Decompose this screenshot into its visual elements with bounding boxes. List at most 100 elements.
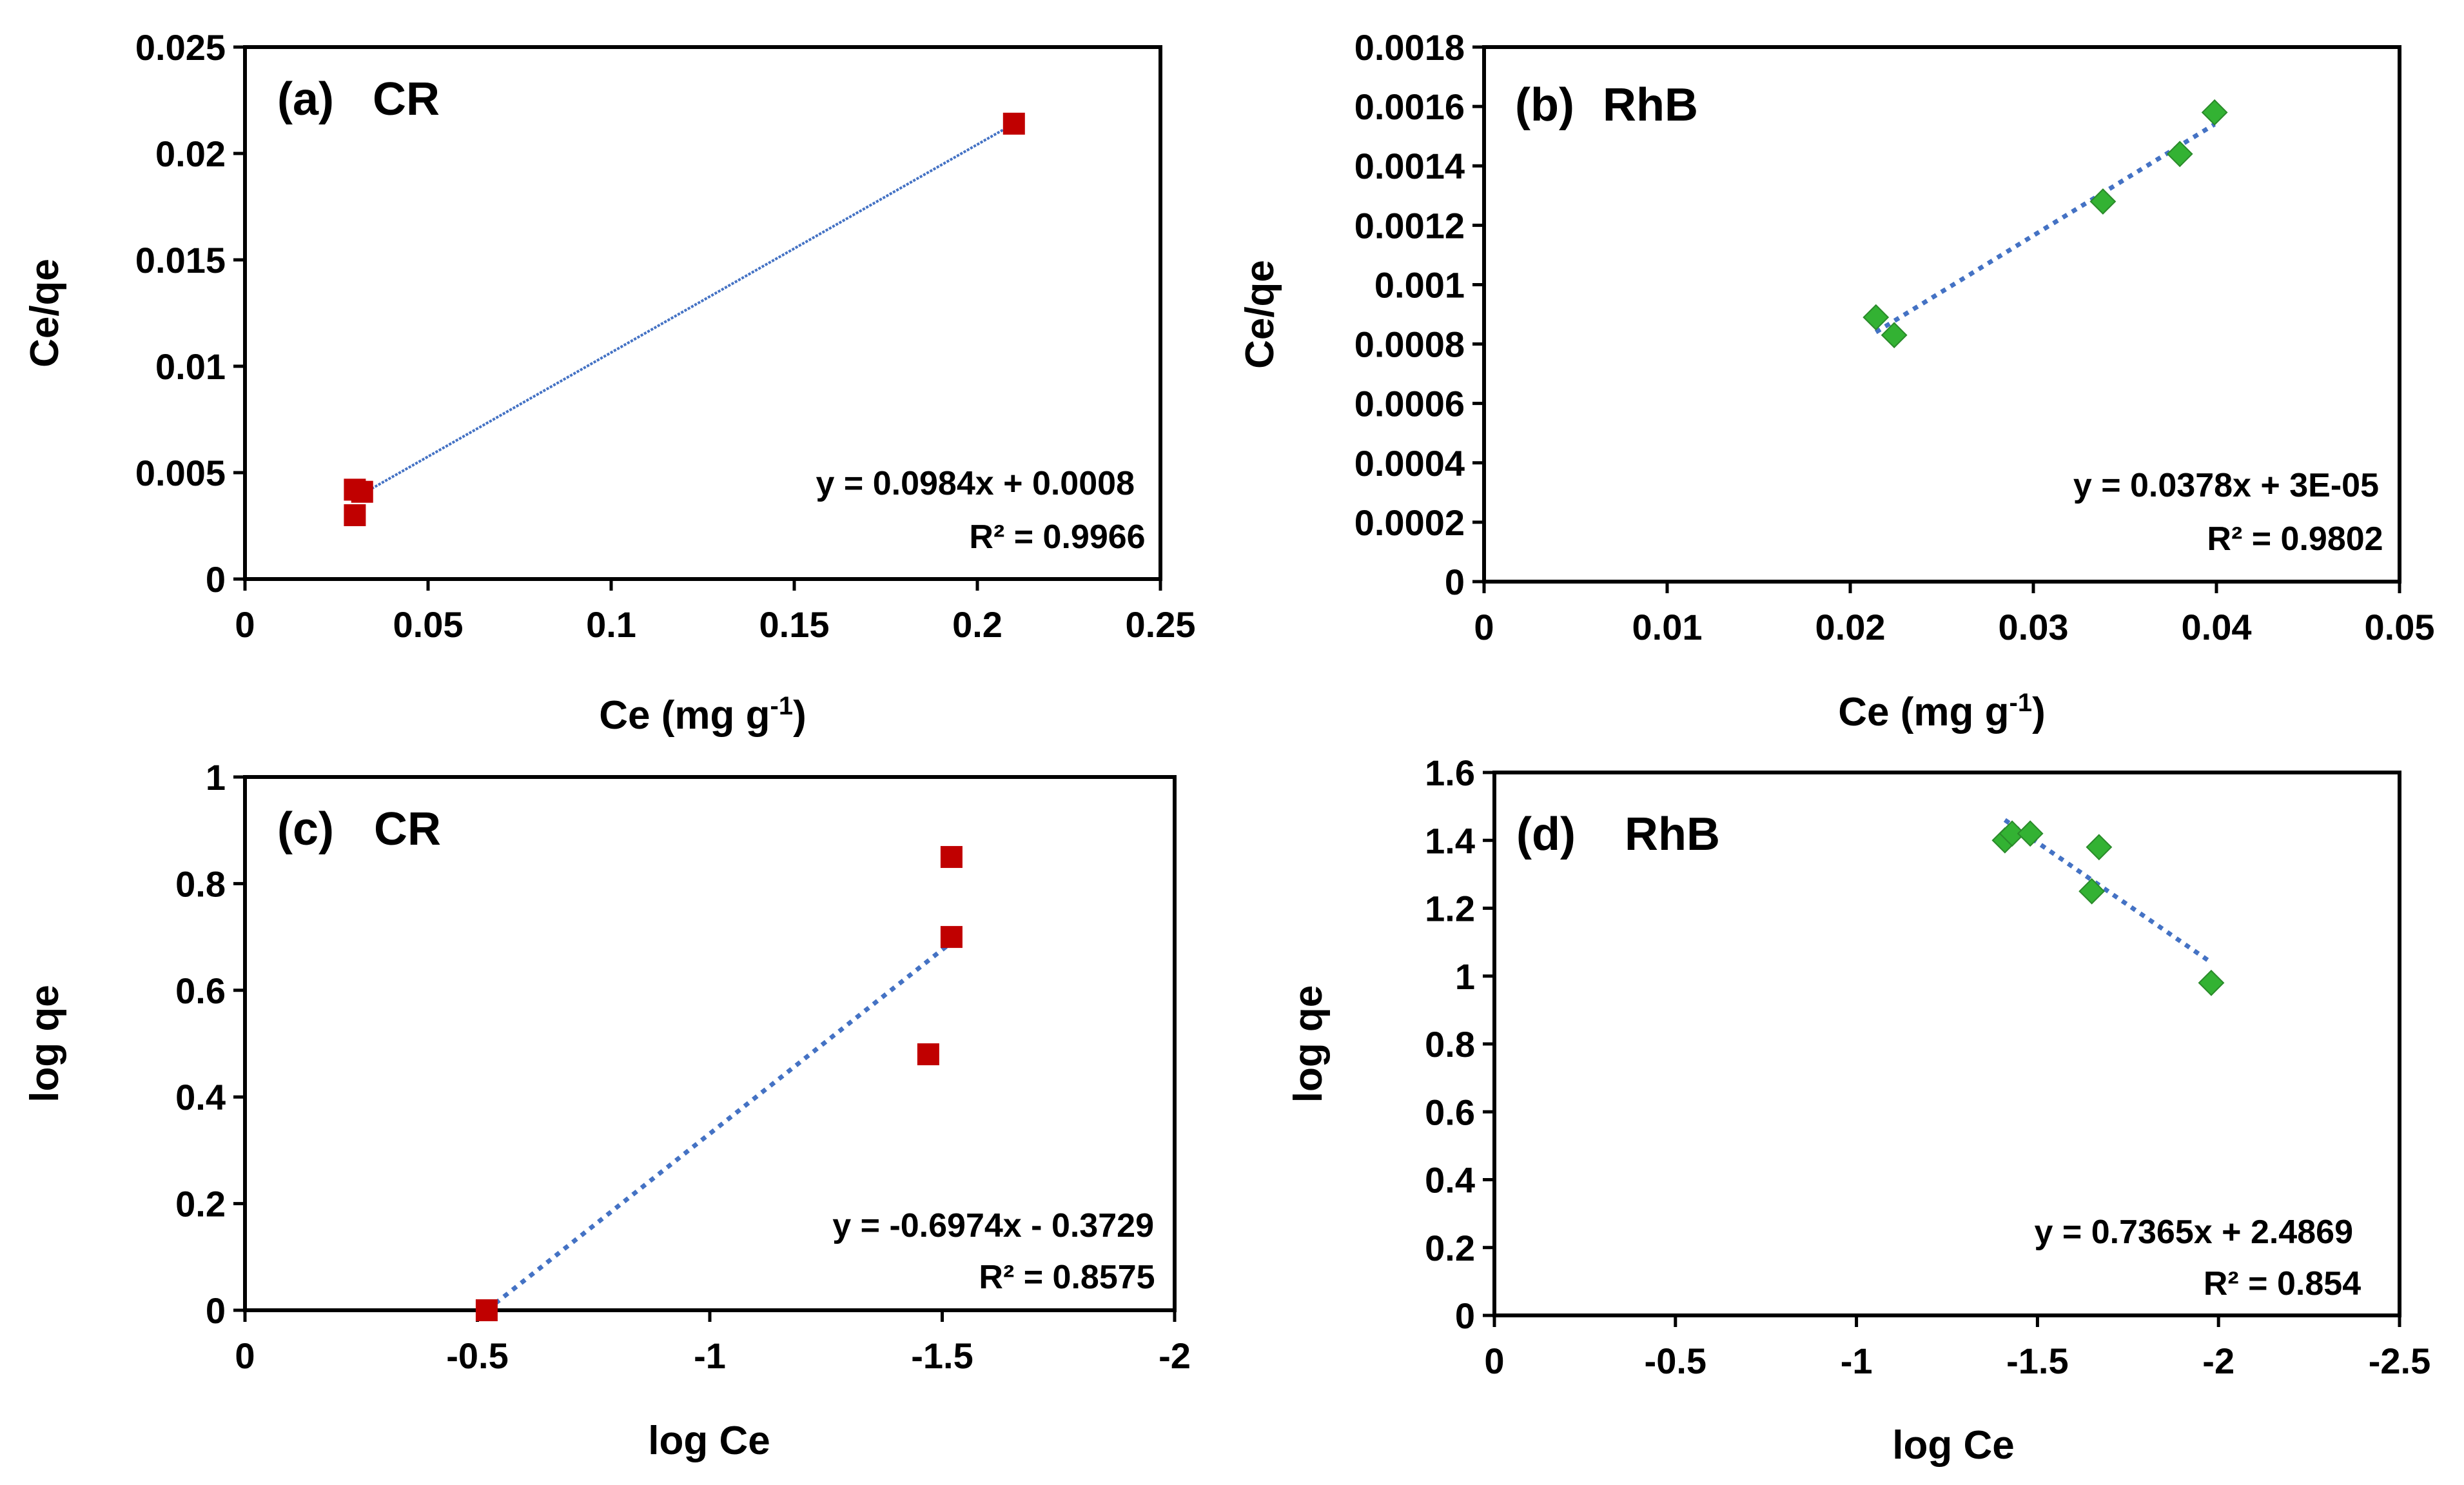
- panel-label: (b): [1515, 79, 1574, 131]
- x-tick-label: 0: [1474, 607, 1494, 647]
- x-tick-label: -1: [1841, 1341, 1873, 1381]
- y-tick-label: 0.005: [135, 453, 226, 493]
- regression-equation: y = 0.0984x + 0.0008: [816, 465, 1135, 502]
- x-tick-label: 0.15: [759, 604, 830, 645]
- panel-b: 0 0.0002 0.0004 0.0006 0.0008 0.001 0.0012 0.00…: [1238, 27, 2435, 734]
- data-point: [940, 926, 963, 949]
- y-axis-title: Ce/qe: [23, 259, 67, 368]
- dye-label: CR: [374, 803, 441, 855]
- r-squared: R² = 0.8575: [979, 1259, 1155, 1296]
- y-axis-title: log qe: [23, 985, 67, 1103]
- x-tick-label: 0.03: [1999, 607, 2069, 647]
- y-tick-label: 0.2: [175, 1184, 226, 1224]
- y-tick-label: 0.8: [1425, 1024, 1475, 1065]
- x-tick-label: 0: [235, 1335, 255, 1376]
- x-tick-label: 0.01: [1632, 607, 1703, 647]
- r-squared: R² = 0.854: [2204, 1265, 2361, 1303]
- x-tick-label: 0.2: [952, 604, 1002, 645]
- trendline: [354, 123, 1015, 500]
- x-tick-label: 0.25: [1126, 604, 1196, 645]
- data-point: [2086, 834, 2113, 861]
- panel-label: (d): [1516, 809, 1576, 860]
- y-tick-label: 0.4: [1425, 1160, 1475, 1201]
- y-tick-label: 0.0008: [1354, 324, 1465, 365]
- x-tick-label: -1.5: [2006, 1341, 2069, 1381]
- y-tick-label: 0.6: [175, 970, 226, 1011]
- regression-equation: y = 0.0378x + 3E-05: [2073, 467, 2379, 504]
- x-tick-label: 0.1: [586, 604, 636, 645]
- x-axis-title: Ce (mg g-1): [1838, 689, 2045, 734]
- x-tick-label: -2.5: [2369, 1341, 2431, 1381]
- data-point: [1863, 304, 1890, 331]
- data-point: [940, 846, 963, 869]
- panel-a: 0 0.005 0.01 0.015 0.02 0.025 0 0.05 0.1 0.15 0.2 0…: [23, 27, 1196, 738]
- panel-c: 0 0.2 0.4 0.6 0.8 1 0 -0.5 -1 -1.5 -2 log Ce log qe (…: [23, 757, 1191, 1463]
- data-point: [2078, 878, 2106, 905]
- y-tick-label: 0.0012: [1354, 205, 1465, 246]
- y-tick-label: 1.4: [1425, 820, 1475, 861]
- y-tick-label: 0.0018: [1354, 27, 1465, 68]
- panel-label: (c): [277, 803, 334, 855]
- y-tick-label: 1: [1455, 956, 1475, 997]
- y-tick-label: 0.025: [135, 27, 226, 68]
- x-tick-label: -2: [1159, 1335, 1191, 1376]
- x-tick-label: -2: [2202, 1341, 2234, 1381]
- r-squared: R² = 0.9966: [969, 518, 1145, 556]
- y-tick-label: 0.4: [175, 1077, 226, 1117]
- x-axis-title: log Ce: [1892, 1423, 2014, 1468]
- trendline: [485, 940, 953, 1312]
- x-tick-label: 0.05: [2365, 607, 2435, 647]
- y-axis-title: log qe: [1286, 985, 1331, 1103]
- y-tick-label: 0.0002: [1354, 502, 1465, 543]
- x-tick-label: -1: [694, 1335, 726, 1376]
- data-point: [475, 1299, 498, 1321]
- dye-label: RhB: [1603, 79, 1698, 131]
- y-tick-label: 0.6: [1425, 1092, 1475, 1132]
- x-tick-label: -1.5: [911, 1335, 973, 1376]
- y-tick-label: 0.0004: [1354, 443, 1465, 484]
- panel-label: (a): [277, 74, 334, 125]
- data-point: [2017, 820, 2044, 847]
- y-tick-label: 0.02: [155, 133, 226, 174]
- y-tick-label: 0: [1455, 1295, 1475, 1336]
- y-tick-label: 1.2: [1425, 889, 1475, 929]
- y-tick-label: 0: [206, 1290, 226, 1331]
- x-tick-label: 0.04: [2182, 607, 2252, 647]
- data-point: [1002, 112, 1025, 135]
- data-point: [1881, 322, 1908, 349]
- plot-frame: [1482, 45, 2401, 584]
- r-squared: R² = 0.9802: [2207, 520, 2383, 558]
- data-point: [2201, 99, 2228, 126]
- y-tick-label: 0: [206, 559, 226, 600]
- trendline: [1874, 122, 2216, 335]
- y-tick-label: 0.2: [1425, 1228, 1475, 1268]
- plot-frame: [243, 45, 1162, 581]
- x-tick-label: 0: [235, 604, 255, 645]
- y-tick-label: 1: [206, 757, 226, 798]
- regression-equation: y = -0.6974x - 0.3729: [832, 1207, 1154, 1244]
- data-point: [1999, 820, 2026, 847]
- x-axis-title: log Ce: [648, 1419, 770, 1463]
- y-tick-label: 0.0006: [1354, 384, 1465, 424]
- data-point: [351, 480, 373, 503]
- x-tick-label: -0.5: [446, 1335, 509, 1376]
- dye-label: CR: [373, 74, 440, 125]
- x-axis-title: Ce (mg g-1): [599, 692, 806, 738]
- y-tick-label: 0.8: [175, 863, 226, 904]
- y-tick-label: 0.001: [1374, 264, 1465, 305]
- y-tick-label: 0.015: [135, 240, 226, 280]
- y-tick-label: 0.0014: [1354, 146, 1465, 186]
- trendline: [2003, 818, 2213, 965]
- data-point: [2198, 969, 2225, 996]
- data-point: [2089, 188, 2117, 215]
- y-tick-label: 1.6: [1425, 752, 1475, 793]
- y-tick-label: 0.0016: [1354, 86, 1465, 127]
- data-point: [917, 1043, 939, 1066]
- regression-equation: y = 0.7365x + 2.4869: [2035, 1214, 2353, 1251]
- x-tick-label: 0.02: [1815, 607, 1886, 647]
- x-tick-label: 0.05: [393, 604, 464, 645]
- data-point: [2166, 141, 2193, 168]
- x-tick-label: -0.5: [1645, 1341, 1707, 1381]
- y-axis-title: Ce/qe: [1238, 260, 1282, 369]
